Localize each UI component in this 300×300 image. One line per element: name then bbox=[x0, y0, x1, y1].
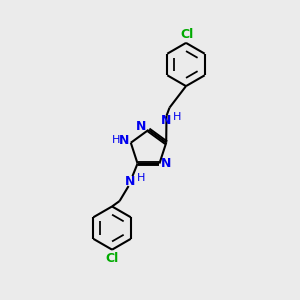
Text: N: N bbox=[161, 157, 171, 170]
Text: N: N bbox=[125, 175, 135, 188]
Text: H: H bbox=[173, 112, 181, 122]
Text: Cl: Cl bbox=[105, 252, 119, 265]
Text: N: N bbox=[136, 120, 146, 133]
Text: Cl: Cl bbox=[180, 28, 193, 41]
Text: N: N bbox=[119, 134, 129, 147]
Text: H: H bbox=[136, 173, 145, 183]
Text: N: N bbox=[161, 114, 172, 127]
Text: H: H bbox=[112, 135, 120, 146]
